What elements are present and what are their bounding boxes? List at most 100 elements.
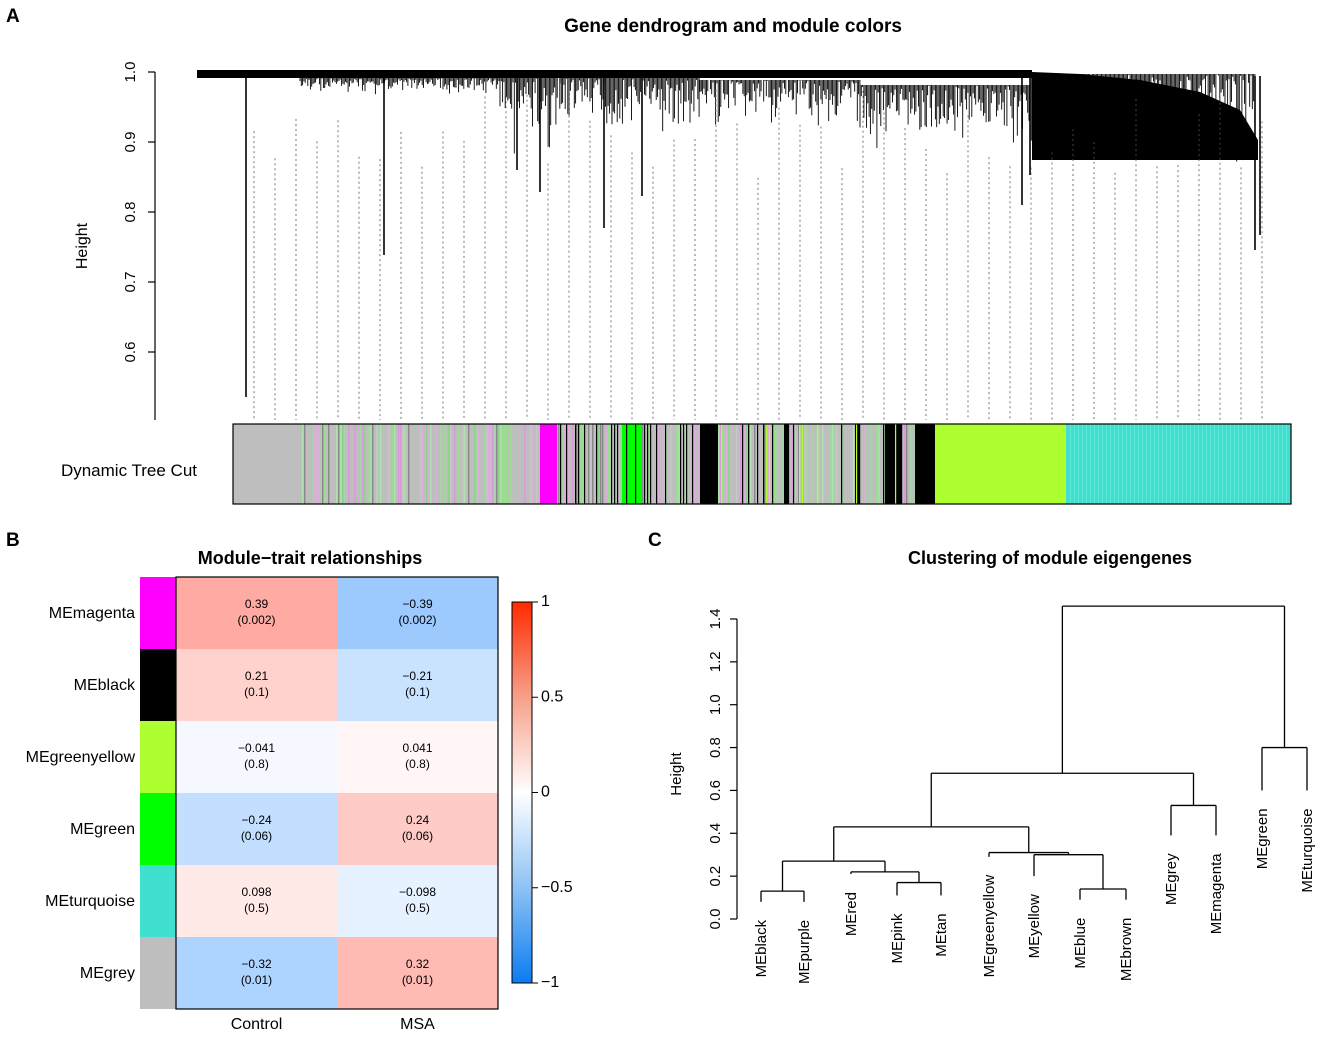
a-bar-turq-stripe [1130,424,1131,504]
a-bar-stripe [842,424,844,504]
a-bar-black-stripe [650,424,652,504]
a-bar-stripe [812,424,814,504]
a-bar-turq-stripe [1210,424,1211,504]
b-heat-border [175,576,499,1010]
a-bar-mixed-stripe [895,424,897,504]
a-bar-stripe [722,424,724,504]
a-bar-stripe [608,424,610,504]
b-cell-corr: 0.21 [245,669,269,683]
a-bar-stripe [832,424,834,504]
b-cell-corr: −0.098 [399,885,436,899]
a-bar-stripe [642,424,644,504]
a-bar-turq-stripe [1154,424,1155,504]
a-bar-turq-stripe [1094,424,1095,504]
a-bar-black-stripe [614,424,616,504]
b-colorbar-label: −0.5 [541,879,573,896]
a-bar-stripe [504,424,506,504]
panel-letter-b: B [6,530,20,551]
a-bar-turq-stripe [1186,424,1187,504]
a-bar-black-stripe [665,424,667,504]
module-trait-title: Module−trait relationships [197,548,423,568]
a-bar-stripe [336,424,338,504]
a-bar-module-block [540,424,557,504]
a-bar-stripe [388,424,390,504]
a-bar-turq-stripe [1162,424,1163,504]
a-bar-stripe [876,424,878,504]
a-bar-turq-stripe [1230,424,1231,504]
a-bar-stripe [670,424,672,504]
a-bar-stripe [484,424,486,504]
b-row-label: MEblack [74,677,136,694]
a-bar-mixed-stripe [892,424,894,504]
b-row-swatch [140,937,176,1009]
a-bar-stripe [600,424,602,504]
a-bar-stripe [450,424,452,504]
b-cell-corr: −0.24 [241,813,272,827]
b-heat-cell [176,649,337,721]
a-bar-module-block [915,424,935,504]
a-bar-turq-stripe [1102,424,1103,504]
eigengene-y-axis: 0.0 0.2 0.4 0.6 0.8 1.0 1.2 1.4 [707,609,738,929]
b-cell-corr: −0.041 [238,741,275,755]
a-bar-stripe [506,424,508,504]
a-bar-stripe [648,424,650,504]
a-bar-stripe [558,424,560,504]
a-bar-module-block [784,424,789,504]
a-bar-stripe [678,424,680,504]
a-bar-turq-stripe [1106,424,1107,504]
b-colorbar-label: 0.5 [541,688,563,705]
a-bar-stripe [736,424,738,504]
a-bar-turq-stripe [1150,424,1151,504]
b-heat-cell [337,937,498,1009]
a-bar-stripe [422,424,424,504]
a-bar-stripe [782,424,784,504]
b-heat-cell [176,793,337,865]
gene-dendrogram-y-axis: 0.6 0.7 0.8 0.9 1.0 [122,62,156,420]
a-bar-stripe [770,424,772,504]
a-bar-turq-stripe [1274,424,1275,504]
a-bar-black-stripe [560,424,562,504]
a-bar-stripe [764,424,766,504]
a-bar-stripe [314,424,316,504]
a-bar-stripe [342,424,344,504]
a-bar-stripe [494,424,496,504]
a-bar-stripe [878,424,880,504]
a-y-tick-label: 1.0 [122,62,139,83]
a-bar-mixed-stripe [721,424,723,504]
a-bar-stripe [510,424,512,504]
b-cell-pvalue: (0.5) [244,901,269,915]
a-bar-stripe [598,424,600,504]
a-bar-black-stripe [656,424,658,504]
a-bar-turq-stripe [1282,424,1283,504]
a-bar-turq-stripe [1082,424,1083,504]
eigengene-leaf-labels: MEblack MEpurple MEred MEpink MEtan MEgreenye… [753,808,1316,984]
heatmap-rows: MEmagenta 0.39 (0.002) −0.39 (0.002) MEblack 0… [26,576,499,1033]
a-bar-module-block [935,424,1066,504]
a-y-tick-label: 0.6 [122,342,139,363]
a-bar-stripe [590,424,592,504]
gene-dendrogram-y-label: Height [74,222,91,269]
a-bar-stripe [592,424,594,504]
a-bar-stripe [822,424,824,504]
a-y-tick-label: 0.9 [122,132,139,153]
a-bar-turq-stripe [1158,424,1159,504]
a-bar-stripe [698,424,700,504]
c-y-tick-label: 1.4 [707,609,724,630]
dynamic-tree-cut-label: Dynamic Tree Cut [61,461,197,480]
a-bar-black-stripe [686,424,688,504]
a-bar-stripe [444,424,446,504]
c-leaf-label: MEblack [753,919,770,977]
a-bar-stripe [572,424,574,504]
b-cell-pvalue: (0.8) [244,757,269,771]
a-bar-stripe [400,424,402,504]
a-bar-stripe [322,424,324,504]
gene-dendrogram-chart: 0.6 0.7 0.8 0.9 1.0 Height Dynamic Tree Cut [61,62,1292,505]
b-row-label: MEmagenta [49,605,135,622]
a-bar-stripe [620,424,622,504]
a-bar-stripe [744,424,746,504]
a-bar-turq-stripe [1138,424,1139,504]
a-y-tick-label: 0.7 [122,272,139,293]
a-bar-turq-stripe [1098,424,1099,504]
a-bar-stripe [806,424,808,504]
a-bar-stripe [344,424,346,504]
